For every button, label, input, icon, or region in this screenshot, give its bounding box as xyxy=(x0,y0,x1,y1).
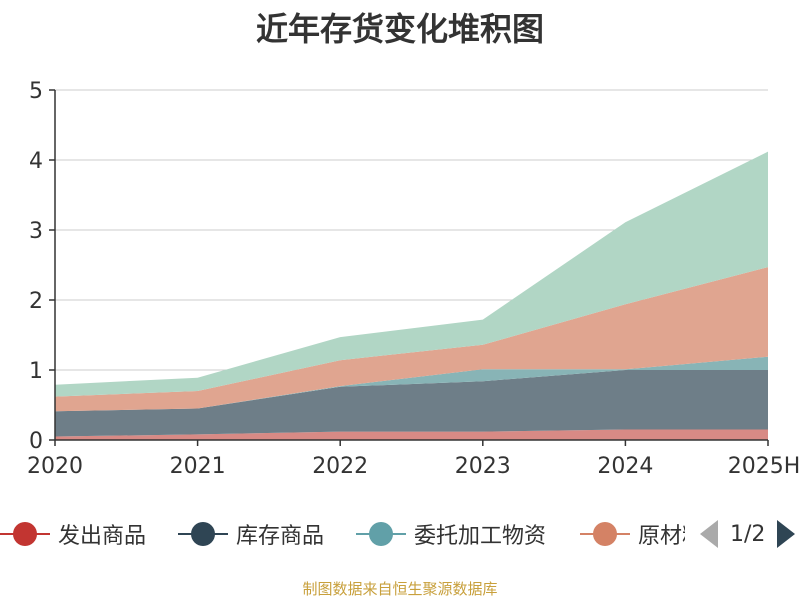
x-tick-label: 2024 xyxy=(597,454,653,479)
legend-next-arrow-icon[interactable] xyxy=(777,520,796,548)
x-tick-label: 2021 xyxy=(170,454,226,479)
x-tick-label: 2023 xyxy=(455,454,511,479)
series-area-5 xyxy=(55,151,768,397)
series-area-4 xyxy=(55,267,768,412)
series-areas xyxy=(55,151,768,440)
legend-dot xyxy=(593,522,617,546)
legend-prev-arrow-icon[interactable] xyxy=(700,520,718,548)
series-area-1 xyxy=(55,429,768,440)
legend-label: 原材料 xyxy=(638,524,685,549)
legend-symbol xyxy=(178,519,228,549)
series-area-3 xyxy=(55,356,768,412)
legend-dot xyxy=(191,522,215,546)
legend-label: 委托加工物资 xyxy=(414,524,547,549)
legend-item-yuancailiao[interactable]: 原材料 xyxy=(580,516,685,552)
chart-title: 近年存货变化堆积图 xyxy=(255,10,544,48)
legend-label: 发出商品 xyxy=(58,524,147,549)
y-tick-label: 0 xyxy=(29,429,43,454)
legend-item-fachu[interactable]: 发出商品 xyxy=(0,516,146,552)
legend-viewport: 发出商品 库存商品 委托加工物资 原材料 xyxy=(0,512,685,556)
y-tick-label: 1 xyxy=(29,359,43,384)
stacked-area-chart: 0 1 2 3 4 5 2020 2021 2022 2023 2024 2025H xyxy=(27,79,800,479)
legend-symbol xyxy=(356,519,406,549)
y-tick-label: 5 xyxy=(29,79,43,104)
x-tick-label: 2020 xyxy=(27,454,83,479)
y-tick-label: 2 xyxy=(29,289,43,314)
y-tick-label: 4 xyxy=(29,149,43,174)
legend-pager: 1/2 xyxy=(700,516,796,552)
series-area-2 xyxy=(55,370,768,437)
legend-symbol xyxy=(0,519,50,549)
tick-labels: 0 1 2 3 4 5 2020 2021 2022 2023 2024 2025H xyxy=(27,79,800,479)
source-note: 制图数据来自恒生聚源数据库 xyxy=(302,580,498,598)
legend-item-weituo[interactable]: 委托加工物资 xyxy=(356,516,546,552)
legend-label: 库存商品 xyxy=(236,524,325,549)
legend-dot xyxy=(369,522,393,546)
legend: 发出商品 库存商品 委托加工物资 原材料 1/2 xyxy=(0,512,800,556)
legend-dot xyxy=(13,522,37,546)
axes xyxy=(49,89,769,446)
x-tick-label: 2025H xyxy=(728,454,800,479)
y-tick-label: 3 xyxy=(29,219,43,244)
legend-symbol xyxy=(580,519,630,549)
legend-item-kucun[interactable]: 库存商品 xyxy=(178,516,324,552)
legend-page-indicator: 1/2 xyxy=(730,521,766,547)
x-tick-label: 2022 xyxy=(312,454,368,479)
